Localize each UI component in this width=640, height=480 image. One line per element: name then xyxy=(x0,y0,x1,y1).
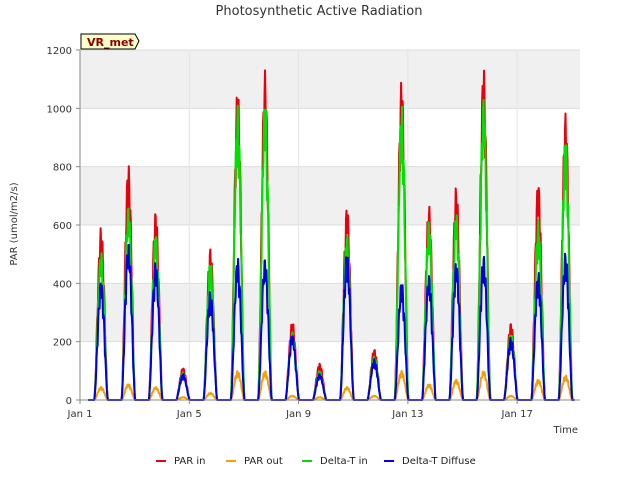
legend-label: Delta-T Diffuse xyxy=(402,456,476,467)
legend-label: Delta-T in xyxy=(320,456,368,467)
background-band xyxy=(80,283,580,342)
legend-item: PAR in xyxy=(156,456,205,467)
y-tick-label: 400 xyxy=(53,279,72,290)
legend-label: PAR out xyxy=(244,456,283,467)
site-tag: VR_met xyxy=(80,33,140,50)
x-tick-label: Jan 13 xyxy=(391,409,423,420)
x-axis-title: Time xyxy=(553,425,578,436)
axes: 0 200 400 600 800 1000 1200 Jan 1 Jan 5 Jan 9 Jan … xyxy=(47,46,580,420)
x-tick-label: Jan 5 xyxy=(176,409,202,420)
y-tick-label: 1000 xyxy=(47,104,72,115)
site-tag-label: VR_met xyxy=(87,36,134,49)
background-band xyxy=(80,50,580,109)
site-tag-box xyxy=(80,33,140,50)
legend: PAR in PAR out Delta-T in Delta-T Diffuse xyxy=(156,456,476,467)
y-tick-label: 600 xyxy=(53,221,72,232)
y-tick-label: 0 xyxy=(66,396,72,407)
legend-label: PAR in xyxy=(174,456,205,467)
x-tick-label: Jan 17 xyxy=(500,409,532,420)
y-tick-label: 1200 xyxy=(47,46,72,57)
y-axis-title: PAR (umol/m2/s) xyxy=(9,182,20,265)
background-band xyxy=(80,166,580,225)
legend-item: Delta-T Diffuse xyxy=(384,456,476,467)
y-tick-label: 800 xyxy=(53,163,72,174)
x-tick-label: Jan 9 xyxy=(285,409,311,420)
legend-item: PAR out xyxy=(226,456,283,467)
x-tick-label: Jan 1 xyxy=(67,409,93,420)
y-tick-label: 200 xyxy=(53,338,72,349)
legend-item: Delta-T in xyxy=(302,456,368,467)
chart-title: Photosynthetic Active Radiation xyxy=(216,4,423,19)
